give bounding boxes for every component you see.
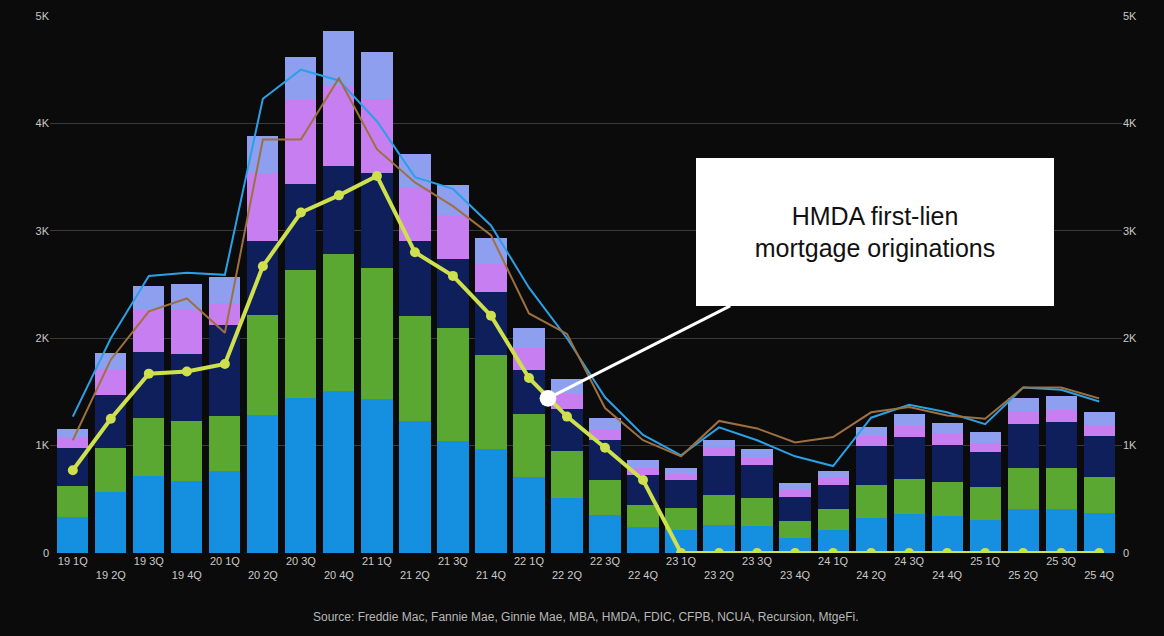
svg-text:20 4Q: 20 4Q [324, 569, 354, 581]
svg-text:3K: 3K [36, 225, 50, 237]
svg-text:20 1Q: 20 1Q [210, 555, 240, 567]
svg-text:23 4Q: 23 4Q [780, 569, 810, 581]
svg-text:23 1Q: 23 1Q [666, 555, 696, 567]
svg-text:2K: 2K [1123, 332, 1137, 344]
svg-text:23 2Q: 23 2Q [704, 569, 734, 581]
svg-text:24 4Q: 24 4Q [932, 569, 962, 581]
svg-text:19 1Q: 19 1Q [58, 555, 88, 567]
svg-text:4K: 4K [36, 117, 50, 129]
svg-text:22 2Q: 22 2Q [552, 569, 582, 581]
svg-text:25 3Q: 25 3Q [1046, 555, 1076, 567]
svg-text:22 1Q: 22 1Q [514, 555, 544, 567]
svg-text:21 3Q: 21 3Q [438, 555, 468, 567]
svg-text:24 1Q: 24 1Q [818, 555, 848, 567]
svg-text:21 2Q: 21 2Q [400, 569, 430, 581]
svg-text:22 3Q: 22 3Q [590, 555, 620, 567]
svg-text:20 2Q: 20 2Q [248, 569, 278, 581]
svg-text:Source: Freddie Mac, Fannie Ma: Source: Freddie Mac, Fannie Mae, Ginnie … [313, 610, 859, 624]
svg-text:4K: 4K [1123, 117, 1137, 129]
svg-text:20 3Q: 20 3Q [286, 555, 316, 567]
svg-text:24 2Q: 24 2Q [856, 569, 886, 581]
svg-text:19 4Q: 19 4Q [172, 569, 202, 581]
svg-text:25 2Q: 25 2Q [1008, 569, 1038, 581]
svg-text:1K: 1K [1123, 439, 1137, 451]
svg-text:3K: 3K [1123, 225, 1137, 237]
svg-text:22 4Q: 22 4Q [628, 569, 658, 581]
svg-text:5K: 5K [1123, 10, 1137, 22]
svg-text:24 3Q: 24 3Q [894, 555, 924, 567]
svg-text:19 2Q: 19 2Q [96, 569, 126, 581]
svg-text:HMDA first-lienmortgage origin: HMDA first-lienmortgage originations [755, 202, 995, 263]
svg-text:1K: 1K [36, 439, 50, 451]
svg-text:0: 0 [1123, 547, 1129, 559]
svg-text:25 1Q: 25 1Q [970, 555, 1000, 567]
svg-text:19 3Q: 19 3Q [134, 555, 164, 567]
svg-text:0: 0 [43, 547, 49, 559]
svg-text:21 4Q: 21 4Q [476, 569, 506, 581]
svg-text:5K: 5K [36, 10, 50, 22]
svg-text:21 1Q: 21 1Q [362, 555, 392, 567]
svg-text:25 4Q: 25 4Q [1084, 569, 1114, 581]
svg-text:2K: 2K [36, 332, 50, 344]
svg-text:23 3Q: 23 3Q [742, 555, 772, 567]
